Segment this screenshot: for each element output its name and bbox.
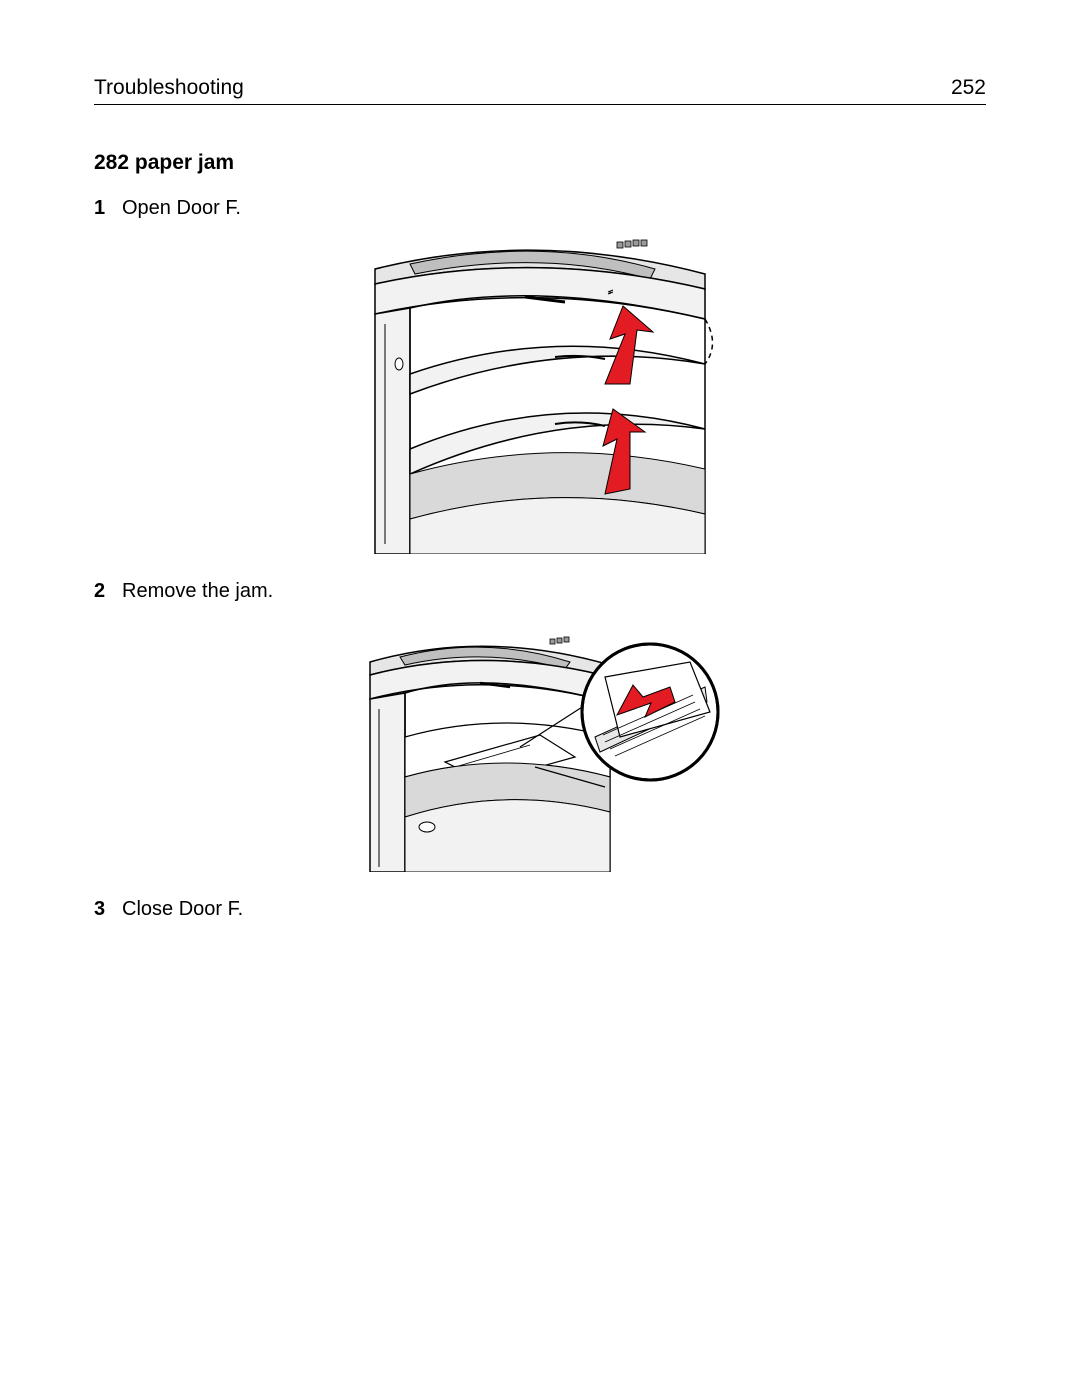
- step-1-text: Open Door F.: [122, 197, 241, 220]
- figure-2-wrap: [94, 617, 986, 872]
- step-2-number: 2: [94, 580, 122, 603]
- step-3-number: 3: [94, 898, 122, 921]
- page-number: 252: [951, 76, 986, 100]
- figure-1-wrap: [94, 234, 986, 554]
- figure-2-printer-remove-jam-icon: [355, 617, 725, 872]
- page-header: Troubleshooting 252: [94, 76, 986, 105]
- section-title: Troubleshooting: [94, 76, 244, 100]
- sub-heading: 282 paper jam: [94, 151, 986, 175]
- step-2-text: Remove the jam.: [122, 580, 273, 603]
- step-3: 3 Close Door F.: [94, 898, 986, 921]
- step-2: 2 Remove the jam.: [94, 580, 986, 603]
- page-content: Troubleshooting 252 282 paper jam 1 Open…: [0, 0, 1080, 921]
- arrow-up-1-icon: [605, 306, 653, 384]
- step-1-number: 1: [94, 197, 122, 220]
- step-3-text: Close Door F.: [122, 898, 243, 921]
- step-1: 1 Open Door F.: [94, 197, 986, 220]
- figure-1-printer-open-door-icon: [355, 234, 725, 554]
